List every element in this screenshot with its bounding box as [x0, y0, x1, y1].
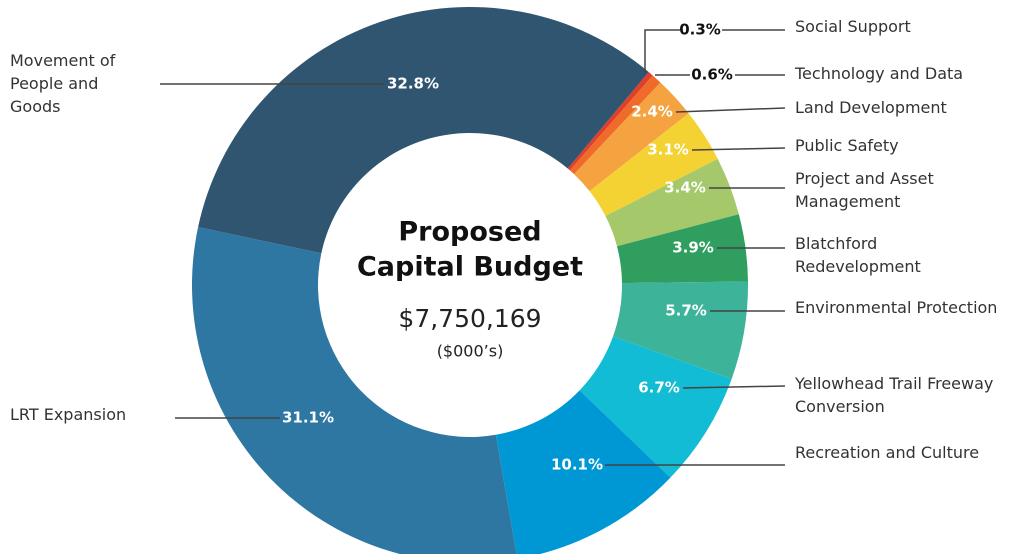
slice — [613, 281, 749, 380]
slice — [589, 113, 718, 217]
category-label: Public Safety — [795, 136, 899, 155]
leader-line — [675, 107, 786, 113]
category-label: Blatchford Redevelopment — [795, 234, 921, 276]
data-label: 32.8% — [387, 75, 439, 93]
category-label: LRT Expansion — [10, 405, 127, 424]
slice — [616, 214, 748, 284]
data-label: 0.6% — [691, 66, 733, 84]
category-label: Environmental Protection — [795, 298, 998, 317]
slice — [569, 75, 661, 175]
chart-title: Capital Budget — [357, 252, 583, 283]
data-label: 2.4% — [631, 103, 673, 121]
category-label: Movement of People and Goods — [10, 51, 116, 116]
total: $7,750,169 — [398, 304, 541, 333]
slice — [198, 6, 649, 254]
data-label: 3.4% — [664, 179, 706, 197]
data-label: 31.1% — [282, 409, 334, 427]
subtitle: ($000’s) — [437, 342, 504, 361]
category-label: Project and Asset Management — [795, 169, 934, 211]
category-label: Land Development — [795, 98, 947, 117]
data-label: 3.9% — [672, 239, 714, 257]
data-label: 6.7% — [638, 379, 680, 397]
category-label: Technology and Data — [795, 64, 964, 83]
chart-title: Proposed — [398, 217, 541, 248]
slice — [192, 227, 517, 554]
leader-line — [644, 29, 680, 73]
slice — [495, 390, 671, 554]
category-label: Recreation and Culture — [795, 443, 980, 462]
leader-line — [682, 385, 786, 389]
slice — [574, 82, 689, 192]
data-label: 0.3% — [679, 21, 721, 39]
data-label: 5.7% — [665, 302, 707, 320]
category-label: Yellowhead Trail Freeway Conversion — [795, 374, 994, 416]
leader-line — [691, 147, 786, 151]
slices — [192, 6, 749, 554]
slice — [579, 336, 732, 478]
category-label: Social Support — [795, 17, 911, 36]
slice — [567, 72, 653, 171]
data-label: 10.1% — [551, 456, 603, 474]
data-label: 3.1% — [647, 141, 689, 159]
slice — [605, 158, 739, 247]
